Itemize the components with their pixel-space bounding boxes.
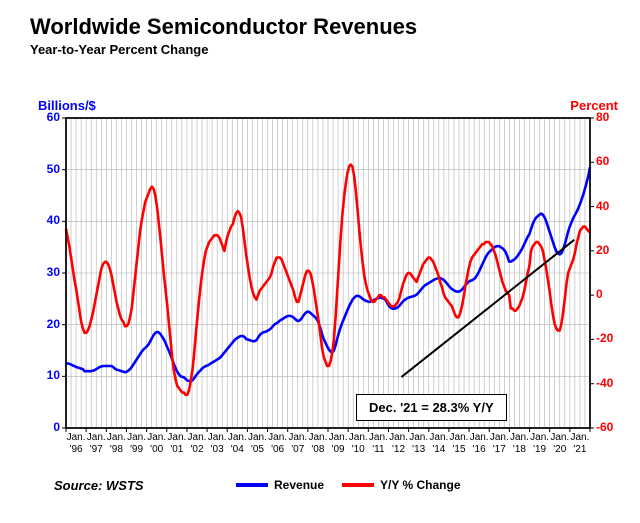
y-tick-right: -60 bbox=[596, 420, 613, 434]
y-tick-right: -40 bbox=[596, 376, 613, 390]
y-tick-right: 20 bbox=[596, 243, 609, 257]
y-tick-right: 0 bbox=[596, 287, 603, 301]
y-tick-right: 80 bbox=[596, 110, 609, 124]
y-tick-left: 10 bbox=[34, 368, 60, 382]
y-tick-right: 60 bbox=[596, 154, 609, 168]
y-tick-left: 0 bbox=[34, 420, 60, 434]
y-tick-left: 30 bbox=[34, 265, 60, 279]
y-tick-left: 40 bbox=[34, 213, 60, 227]
y-tick-right: -20 bbox=[596, 331, 613, 345]
y-tick-left: 60 bbox=[34, 110, 60, 124]
x-tick: Jan.'21 bbox=[566, 432, 594, 455]
y-tick-right: 40 bbox=[596, 199, 609, 213]
callout-box: Dec. '21 = 28.3% Y/Y bbox=[356, 394, 507, 421]
y-tick-left: 20 bbox=[34, 317, 60, 331]
y-tick-left: 50 bbox=[34, 162, 60, 176]
